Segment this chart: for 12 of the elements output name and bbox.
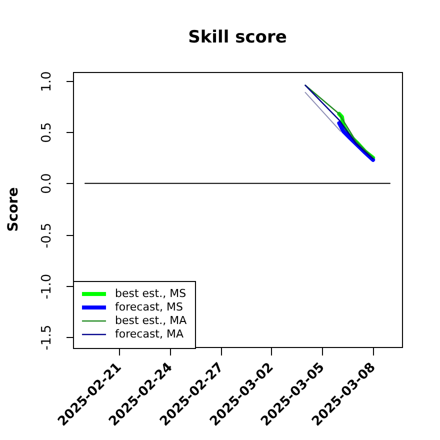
y-tick-label: -0.5 bbox=[39, 222, 54, 248]
legend-label: forecast, MA bbox=[115, 327, 184, 340]
y-axis-title: Score bbox=[6, 187, 22, 232]
y-tick-label: 1.0 bbox=[39, 71, 54, 92]
y-tick-label: 0.5 bbox=[39, 122, 54, 143]
legend-label: forecast, MS bbox=[115, 300, 183, 314]
y-tick-label: -1.0 bbox=[39, 274, 54, 300]
legend-label: best est., MS bbox=[115, 286, 186, 300]
legend-label: best est., MA bbox=[115, 314, 188, 327]
chart-title: Skill score bbox=[188, 27, 287, 48]
y-tick-label: 0.0 bbox=[39, 173, 54, 194]
y-tick-label: -1.5 bbox=[39, 324, 54, 350]
